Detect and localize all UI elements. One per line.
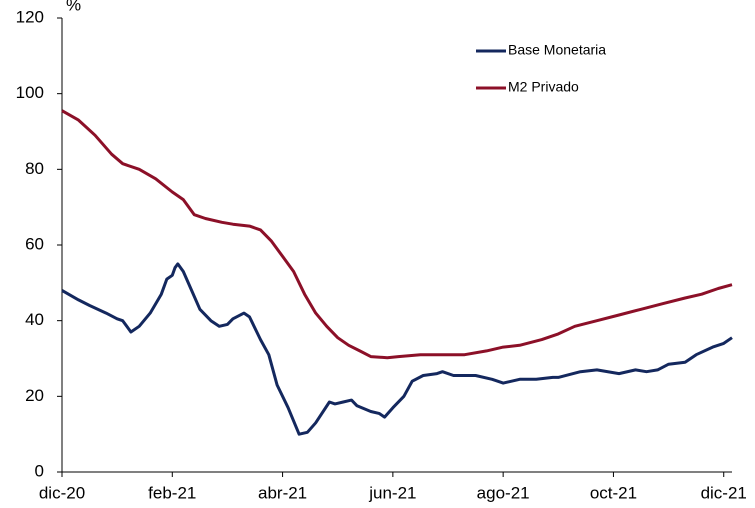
y-tick-label: 100: [16, 83, 44, 102]
x-tick-label: abr-21: [258, 483, 307, 502]
x-tick-label: oct-21: [590, 483, 637, 502]
y-tick-label: 0: [35, 461, 44, 480]
y-tick-label: 80: [25, 159, 44, 178]
y-tick-label: 120: [16, 7, 44, 26]
x-tick-label: dic-20: [39, 483, 85, 502]
y-tick-label: 20: [25, 386, 44, 405]
x-tick-label: jun-21: [368, 483, 416, 502]
y-tick-label: 60: [25, 234, 44, 253]
y-unit-label: %: [66, 0, 81, 14]
legend-label: M2 Privado: [508, 79, 579, 95]
series-line: [61, 109, 733, 360]
x-tick-label: ago-21: [477, 483, 530, 502]
series-line: [61, 262, 733, 436]
x-tick-label: feb-21: [148, 483, 196, 502]
y-tick-label: 40: [25, 310, 44, 329]
x-tick-label: dic-21: [701, 483, 747, 502]
legend-label: Base Monetaria: [508, 42, 606, 58]
